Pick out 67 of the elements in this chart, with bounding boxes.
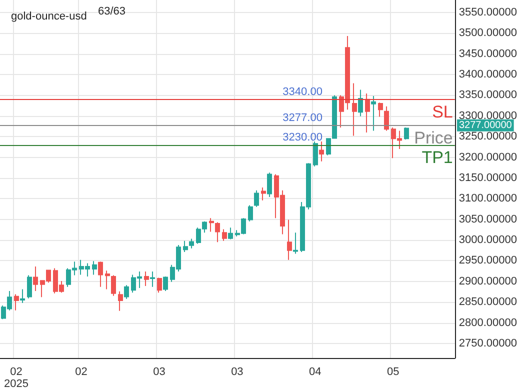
candlestick [228, 227, 233, 240]
x-tick-label: 02 2025 [4, 366, 28, 390]
candlestick [365, 93, 370, 133]
y-tick-label: 3400.00000 [458, 68, 518, 80]
annotation: 3277.00 [282, 112, 322, 124]
candlestick [144, 271, 149, 286]
y-tick-label: 3000.00000 [458, 234, 518, 246]
y-tick-label: 3450.00000 [458, 48, 518, 60]
candlestick [287, 219, 292, 260]
candlestick [222, 228, 227, 242]
candlestick [313, 141, 318, 167]
candlestick [319, 141, 324, 162]
y-tick-label: 3150.00000 [458, 172, 518, 184]
y-tick-label: 3050.00000 [458, 213, 518, 226]
y-tick-label: 3250.00000 [458, 130, 518, 143]
y-tick-label: 2800.00000 [458, 316, 518, 329]
candlestick [378, 102, 383, 118]
ref-line-label: Price [414, 128, 453, 148]
y-tick-label: 3300.00000 [458, 110, 518, 122]
x-tick-label: 03 [153, 366, 166, 378]
candlestick [293, 232, 298, 254]
candlestick [124, 284, 129, 300]
candlestick [371, 96, 376, 132]
candlestick [163, 276, 168, 292]
x-tick-label: 04 [309, 366, 322, 378]
candlestick [27, 274, 32, 299]
candlestick [183, 240, 188, 253]
y-tick-label: 2850.00000 [458, 296, 518, 308]
candlestick [254, 190, 259, 208]
candlestick [14, 294, 19, 311]
candlestick [118, 290, 123, 312]
y-tick-label: 2950.00000 [458, 254, 518, 267]
y-tick-label: 3100.00000 [458, 192, 518, 205]
ref-line-label: SL [432, 102, 453, 122]
candlestick [105, 270, 110, 290]
y-tick-label: 2900.00000 [458, 275, 518, 288]
candlestick [267, 172, 272, 198]
candlestick [215, 222, 220, 243]
candlestick [92, 260, 97, 276]
x-tick-label: 03 [231, 366, 244, 378]
candlestick [404, 126, 409, 140]
candlestick [209, 218, 214, 232]
y-tick-label: 3350.00000 [458, 89, 518, 102]
y-tick-label: 3550.00000 [458, 6, 518, 18]
annotation: 3230.00 [282, 131, 322, 144]
candlestick [352, 82, 357, 136]
candlestick [384, 106, 389, 132]
text: gold-ounce-usd [11, 10, 87, 22]
candlestick [189, 238, 194, 249]
candlestick [33, 266, 38, 292]
y-tick-label: 3200.00000 [458, 151, 518, 164]
candlestick [150, 271, 155, 288]
candlestick [261, 186, 266, 201]
x-tick-label: 05 [387, 366, 400, 378]
y-tick-label: 2750.00000 [458, 338, 518, 350]
ref-line-label: TP1 [422, 148, 453, 167]
candlestick [20, 288, 25, 304]
candlestick [98, 261, 103, 288]
candlestick [157, 277, 162, 294]
candlestick [248, 204, 253, 222]
text: 3277.00000 [459, 120, 512, 131]
candlestick [111, 274, 116, 296]
annotation: 3340.00 [282, 86, 322, 98]
x-tick-label: 02 [75, 366, 88, 378]
candlestick [358, 89, 363, 117]
annotation: 63/63 [98, 6, 126, 18]
y-tick-label: 3500.00000 [458, 27, 518, 40]
